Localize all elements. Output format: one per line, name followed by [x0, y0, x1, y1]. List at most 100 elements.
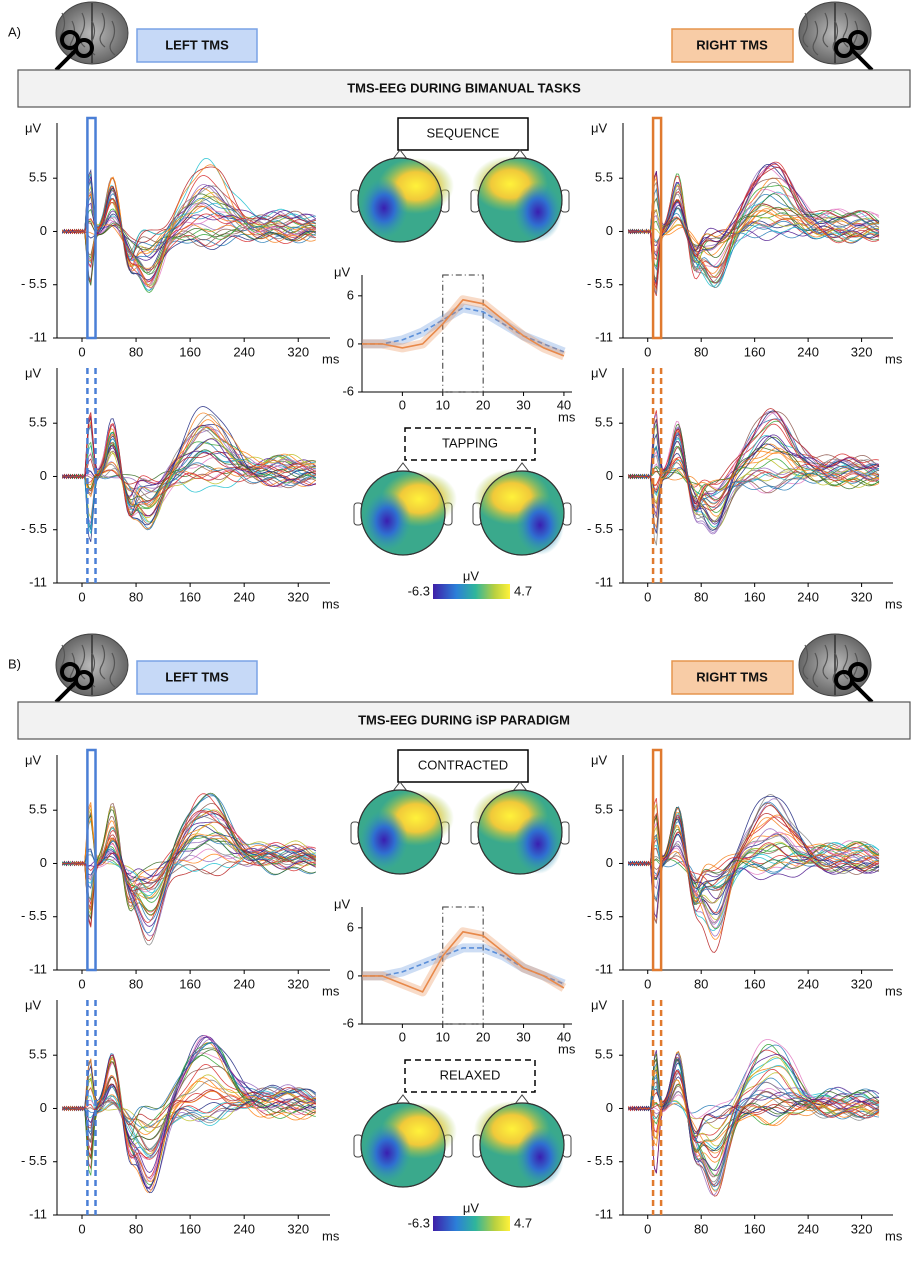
eeg-trace — [628, 447, 880, 491]
x-tick-label: 240 — [797, 1221, 819, 1236]
x-tick-label: 80 — [694, 344, 708, 359]
colorbar-label: μV — [463, 568, 479, 583]
x-tick-label: 320 — [851, 344, 873, 359]
x-tick-label: 30 — [516, 1029, 530, 1044]
tms-coil — [834, 670, 854, 690]
topomap-outline — [477, 157, 563, 243]
x-tick-label: 80 — [129, 1221, 143, 1236]
topomap-negative — [514, 182, 562, 242]
topomap-negative — [363, 1123, 411, 1183]
x-tick-label: 10 — [436, 397, 450, 412]
y-tick-label: -11 — [595, 329, 613, 344]
left-tms-label: LEFT TMS — [165, 37, 229, 52]
condition-box — [404, 427, 536, 461]
eeg-trace — [628, 798, 880, 882]
x-tick-label: 240 — [233, 344, 255, 359]
y-tick-label: - 5.5 — [587, 908, 613, 923]
eeg-trace — [62, 802, 317, 912]
condition-box — [397, 749, 529, 783]
tms-coil-handle — [850, 680, 874, 704]
eeg-trace — [628, 824, 879, 889]
eeg-trace — [62, 792, 316, 920]
stim-window — [651, 748, 663, 972]
y-tick-label: -6 — [342, 383, 354, 398]
eeg-trace — [62, 1054, 317, 1160]
brain-gyrus — [842, 644, 849, 680]
y-tick-label: -11 — [595, 574, 613, 589]
eeg-trace — [62, 1074, 316, 1182]
y-tick-label: -6 — [342, 1015, 354, 1030]
eeg-trace — [627, 1049, 880, 1136]
x-tick-label: 0 — [78, 344, 85, 359]
y-tick-label: 0 — [40, 468, 47, 483]
y-tick-label: - 5.5 — [21, 908, 47, 923]
eeg-trace — [628, 438, 880, 528]
x-tick-label: 240 — [797, 589, 819, 604]
eeg-trace — [627, 821, 880, 899]
brain-gyrus — [842, 12, 849, 48]
brain-gyrus — [79, 12, 86, 48]
stim-window — [86, 116, 97, 340]
condition-label: CONTRACTED — [418, 757, 508, 772]
eeg-trace — [62, 424, 316, 509]
brain-gyrus — [99, 12, 106, 48]
x-tick-label: 80 — [694, 976, 708, 991]
x-tick-label: 320 — [287, 976, 309, 991]
brain-gyrus — [802, 644, 809, 680]
panel-label: B) — [8, 656, 21, 671]
condition-label: RELAXED — [440, 1067, 501, 1082]
y-axis-label: μV — [25, 997, 41, 1012]
eeg-trace — [627, 183, 880, 284]
eeg-trace — [628, 191, 880, 288]
x-tick-label: 320 — [287, 1221, 309, 1236]
eeg-trace — [627, 1101, 880, 1154]
topomap-outline — [360, 470, 446, 556]
x-tick-label: 160 — [179, 1221, 201, 1236]
eeg-trace — [627, 410, 880, 523]
x-axis-label: ms — [322, 351, 340, 366]
eeg-trace — [628, 187, 880, 284]
y-tick-label: 0 — [40, 1100, 47, 1115]
eeg-trace — [628, 814, 880, 940]
banner-title: TMS-EEG DURING BIMANUAL TASKS — [347, 80, 581, 95]
eeg-trace — [62, 1079, 316, 1150]
tms-coil-handle — [54, 48, 78, 72]
y-axis-label: μV — [25, 365, 41, 380]
eeg-trace — [62, 179, 316, 282]
eeg-trace — [628, 420, 879, 517]
left-tms-box — [136, 660, 258, 695]
eeg-trace — [62, 1087, 317, 1150]
left-tms-label: LEFT TMS — [165, 669, 229, 684]
eeg-trace — [62, 177, 317, 271]
eeg-trace — [62, 416, 317, 497]
x-tick-label: 0 — [644, 1221, 651, 1236]
waveform-line — [362, 307, 565, 353]
y-tick-label: -11 — [29, 574, 47, 589]
eeg-trace — [62, 450, 316, 525]
y-axis-label: μV — [25, 120, 41, 135]
x-tick-label: 80 — [129, 976, 143, 991]
y-tick-label: 5.5 — [595, 170, 613, 185]
y-tick-label: - 5.5 — [587, 521, 613, 536]
tms-coil — [74, 670, 94, 690]
x-tick-label: 320 — [851, 589, 873, 604]
eeg-trace — [628, 200, 880, 281]
eeg-trace — [62, 180, 316, 275]
eeg-trace — [628, 1058, 880, 1163]
y-tick-label: 5.5 — [29, 1047, 47, 1062]
eeg-trace — [62, 1057, 316, 1193]
y-tick-label: 5.5 — [595, 1047, 613, 1062]
right-tms-box — [671, 28, 794, 63]
eeg-trace — [627, 162, 880, 252]
analysis-window — [442, 274, 484, 393]
y-tick-label: 5.5 — [29, 802, 47, 817]
brain-gyrus — [109, 20, 116, 56]
x-tick-label: 240 — [797, 976, 819, 991]
eeg-trace — [62, 209, 316, 283]
topomap-negative — [363, 491, 411, 551]
colorbar-min: -6.3 — [408, 583, 430, 598]
stim-window — [651, 116, 663, 340]
y-tick-label: 0 — [40, 855, 47, 870]
eeg-trace — [627, 165, 880, 248]
eeg-trace — [628, 805, 880, 953]
